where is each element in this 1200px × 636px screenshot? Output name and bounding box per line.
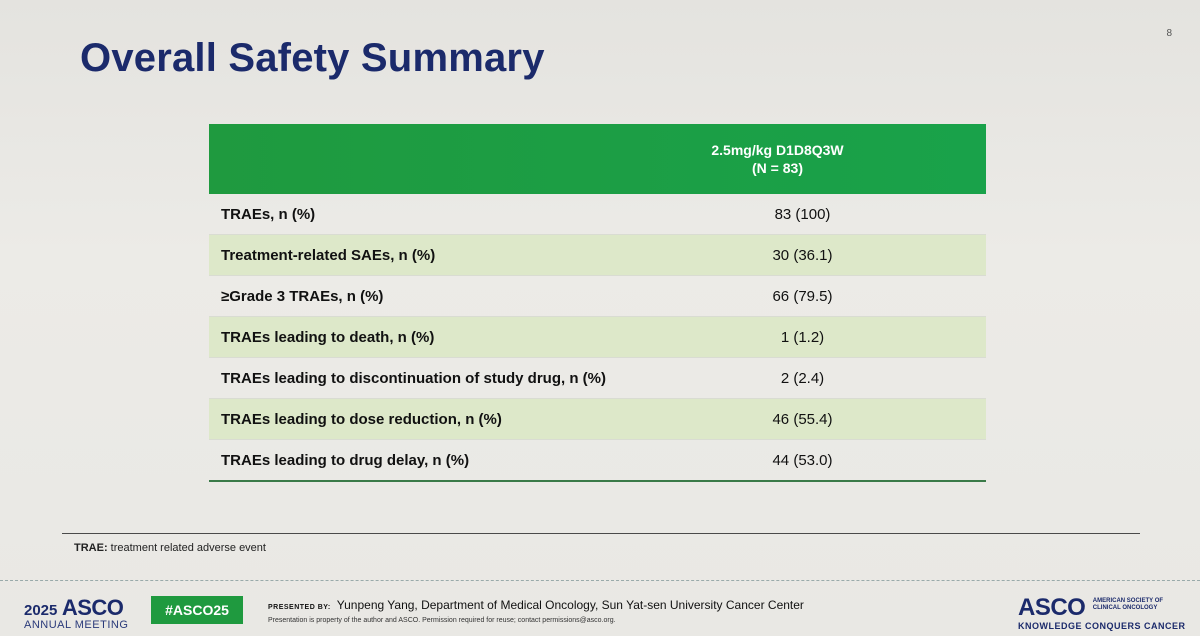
safety-table: 2.5mg/kg D1D8Q3W (N = 83) TRAEs, n (%) 8… bbox=[209, 124, 986, 482]
dose-header-line1: 2.5mg/kg D1D8Q3W bbox=[711, 142, 844, 158]
society-logo-brand: ASCO bbox=[1018, 594, 1086, 621]
society-name: AMERICAN SOCIETY OF CLINICAL ONCOLOGY bbox=[1093, 598, 1163, 612]
dose-header-line2: (N = 83) bbox=[752, 160, 803, 176]
row-value: 83 (100) bbox=[774, 205, 831, 223]
footnote-definition: treatment related adverse event bbox=[107, 542, 266, 554]
table-row: ≥Grade 3 TRAEs, n (%) 66 (79.5) bbox=[209, 276, 986, 317]
table-header: 2.5mg/kg D1D8Q3W (N = 83) bbox=[209, 124, 986, 194]
row-label: Treatment-related SAEs, n (%) bbox=[221, 246, 436, 264]
row-value: 1 (1.2) bbox=[780, 328, 825, 346]
footer-divider bbox=[0, 580, 1200, 581]
row-label: TRAEs leading to death, n (%) bbox=[221, 328, 435, 346]
society-name-line1: AMERICAN SOCIETY OF bbox=[1092, 598, 1164, 604]
table-row: TRAEs leading to dose reduction, n (%) 4… bbox=[209, 399, 986, 440]
footnote: TRAE: treatment related adverse event bbox=[74, 542, 266, 554]
row-value: 44 (53.0) bbox=[772, 451, 833, 469]
row-label: ≥Grade 3 TRAEs, n (%) bbox=[221, 287, 384, 305]
row-label: TRAEs, n (%) bbox=[221, 205, 316, 223]
footnote-term: TRAE: bbox=[74, 542, 108, 554]
logo-year: 2025 bbox=[24, 602, 58, 619]
row-value: 2 (2.4) bbox=[780, 369, 825, 387]
society-name-line2: CLINICAL ONCOLOGY bbox=[1092, 605, 1158, 611]
dose-column-header: 2.5mg/kg D1D8Q3W (N = 83) bbox=[569, 141, 986, 177]
slide-title: Overall Safety Summary bbox=[80, 36, 545, 80]
logo-meeting: ANNUAL MEETING bbox=[24, 619, 129, 631]
logo-brand: ASCO bbox=[61, 595, 124, 620]
row-label: TRAEs leading to discontinuation of stud… bbox=[221, 369, 606, 387]
row-label: TRAEs leading to dose reduction, n (%) bbox=[221, 410, 502, 428]
table-row: TRAEs leading to death, n (%) 1 (1.2) bbox=[209, 317, 986, 358]
footnote-divider bbox=[62, 533, 1140, 534]
presented-by-label: PRESENTED BY: bbox=[268, 604, 331, 611]
hashtag-badge: #ASCO25 bbox=[151, 596, 243, 624]
slide-number: 8 bbox=[1166, 28, 1172, 39]
row-value: 30 (36.1) bbox=[772, 246, 833, 264]
asco-annual-meeting-logo: 2025 ASCO ANNUAL MEETING bbox=[24, 595, 128, 631]
table-row: Treatment-related SAEs, n (%) 30 (36.1) bbox=[209, 235, 986, 276]
table-row: TRAEs leading to discontinuation of stud… bbox=[209, 358, 986, 399]
row-label: TRAEs leading to drug delay, n (%) bbox=[221, 451, 470, 469]
table-row: TRAEs, n (%) 83 (100) bbox=[209, 194, 986, 235]
row-value: 66 (79.5) bbox=[772, 287, 833, 305]
row-value: 46 (55.4) bbox=[772, 410, 833, 428]
presenter-name: Yunpeng Yang, Department of Medical Onco… bbox=[336, 598, 804, 612]
permission-notice: Presentation is property of the author a… bbox=[268, 617, 616, 624]
table-row: TRAEs leading to drug delay, n (%) 44 (5… bbox=[209, 440, 986, 480]
asco-society-logo: ASCO AMERICAN SOCIETY OF CLINICAL ONCOLO… bbox=[1018, 594, 1186, 631]
presenter-line: PRESENTED BY: Yunpeng Yang, Department of… bbox=[268, 598, 804, 612]
society-tagline: KNOWLEDGE CONQUERS CANCER bbox=[1018, 621, 1186, 631]
